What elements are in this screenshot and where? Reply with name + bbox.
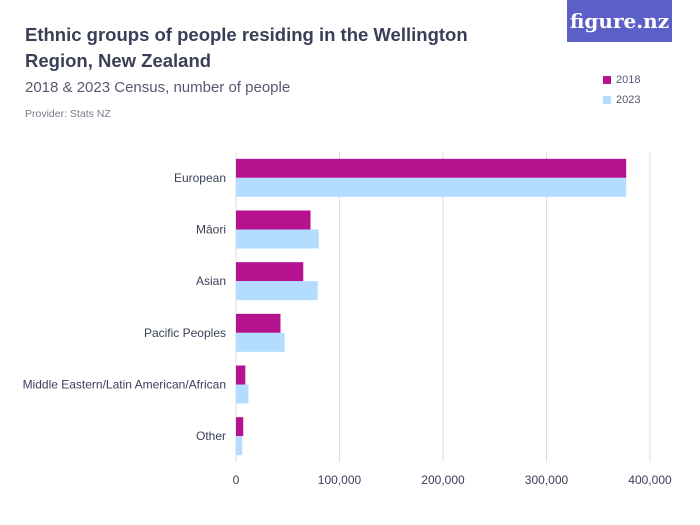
- bar-2023[interactable]: [236, 229, 319, 249]
- figure-nz-logo[interactable]: figure.nz: [567, 0, 672, 42]
- x-tick-label: 0: [233, 473, 240, 487]
- bar-2018[interactable]: [236, 210, 311, 230]
- legend-item-2018: 2018: [603, 70, 640, 90]
- bar-2023[interactable]: [236, 384, 249, 404]
- legend-label-2018: 2018: [616, 74, 641, 86]
- legend-item-2023: 2023: [603, 90, 640, 110]
- category-label: Asian: [196, 274, 226, 288]
- chart-title: Ethnic groups of people residing in the …: [25, 24, 468, 71]
- category-label: Pacific Peoples: [144, 326, 226, 340]
- x-tick-label: 400,000: [628, 473, 672, 487]
- bar-2018[interactable]: [236, 313, 281, 333]
- chart-legend: 2018 2023: [603, 70, 640, 110]
- bar-2023[interactable]: [236, 436, 243, 456]
- bar-2018[interactable]: [236, 262, 304, 282]
- legend-swatch-2023: [603, 96, 611, 104]
- x-tick-label: 200,000: [421, 473, 465, 487]
- x-tick-label: 300,000: [525, 473, 569, 487]
- chart-subtitle: 2018 & 2023 Census, number of people: [25, 79, 291, 96]
- bar-2018[interactable]: [236, 365, 246, 385]
- bar-2023[interactable]: [236, 281, 318, 301]
- category-label: European: [174, 171, 226, 185]
- bar-2018[interactable]: [236, 417, 244, 437]
- x-tick-label: 100,000: [318, 473, 362, 487]
- category-label: Middle Eastern/Latin American/African: [23, 378, 226, 392]
- bar-2023[interactable]: [236, 177, 627, 197]
- bar-2018[interactable]: [236, 158, 627, 178]
- legend-swatch-2018: [603, 76, 611, 84]
- category-label: Māori: [196, 223, 226, 237]
- legend-label-2023: 2023: [616, 94, 641, 106]
- bar-2023[interactable]: [236, 332, 285, 352]
- chart-provider: Provider: Stats NZ: [25, 108, 111, 120]
- category-label: Other: [196, 429, 226, 443]
